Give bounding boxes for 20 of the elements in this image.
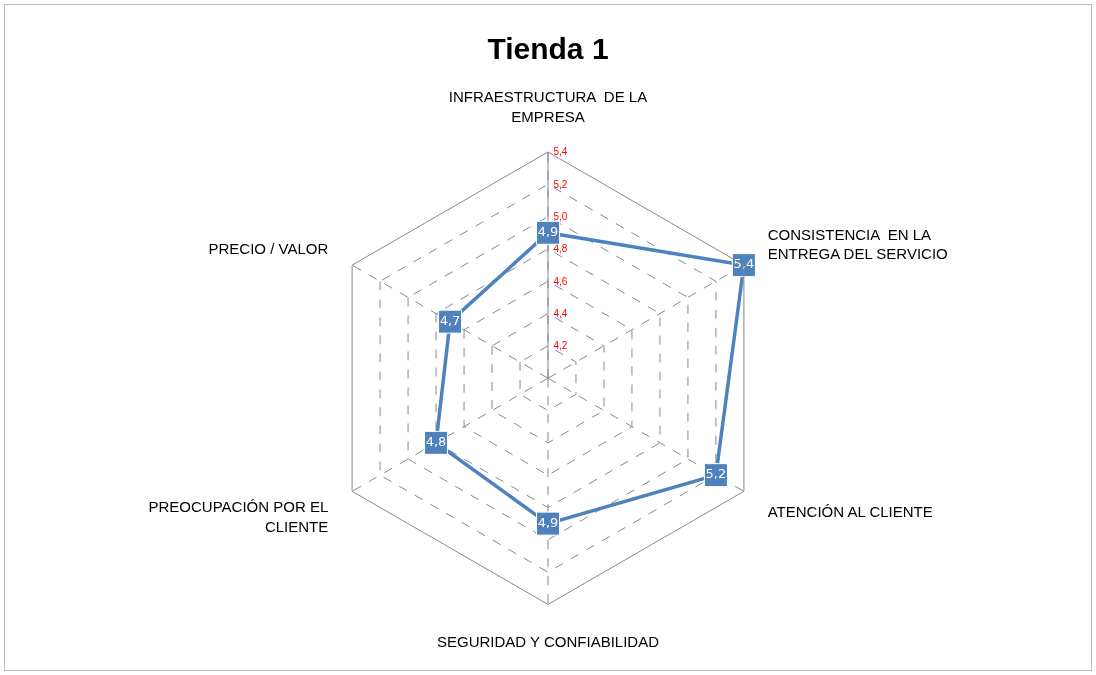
y-tick-label: 5,2: [553, 178, 568, 190]
data-label: 4,9: [537, 224, 559, 240]
spoke-label: PRECIO / VALOR: [208, 240, 329, 258]
spoke-label: PREOCUPACIÓN POR EL CLIENTE: [148, 498, 329, 535]
y-tick-label: 4,8: [553, 243, 568, 255]
data-label: 5,4: [733, 256, 755, 272]
y-tick-label: 5,0: [553, 210, 568, 222]
chart-title: Tienda 1: [487, 32, 609, 66]
y-tick-label: 5,4: [553, 146, 568, 158]
data-label: 4,9: [537, 514, 559, 530]
data-label: 4,8: [425, 434, 447, 450]
spoke-label: ATENCIÓN AL CLIENTE: [767, 503, 933, 521]
y-tick-label: 4,2: [553, 340, 568, 352]
spoke-label: INFRAESTRUCTURA DE LA EMPRESA: [448, 88, 648, 125]
y-tick-label: 4,6: [553, 275, 568, 287]
spoke-label: SEGURIDAD Y CONFIABILIDAD: [437, 632, 660, 650]
data-label: 5,2: [705, 466, 727, 482]
y-tick-label: 4,4: [553, 307, 568, 319]
data-label: 4,7: [439, 312, 461, 328]
spoke-label: CONSISTENCIA EN LA ENTREGA DEL SERVICIO: [767, 225, 948, 263]
